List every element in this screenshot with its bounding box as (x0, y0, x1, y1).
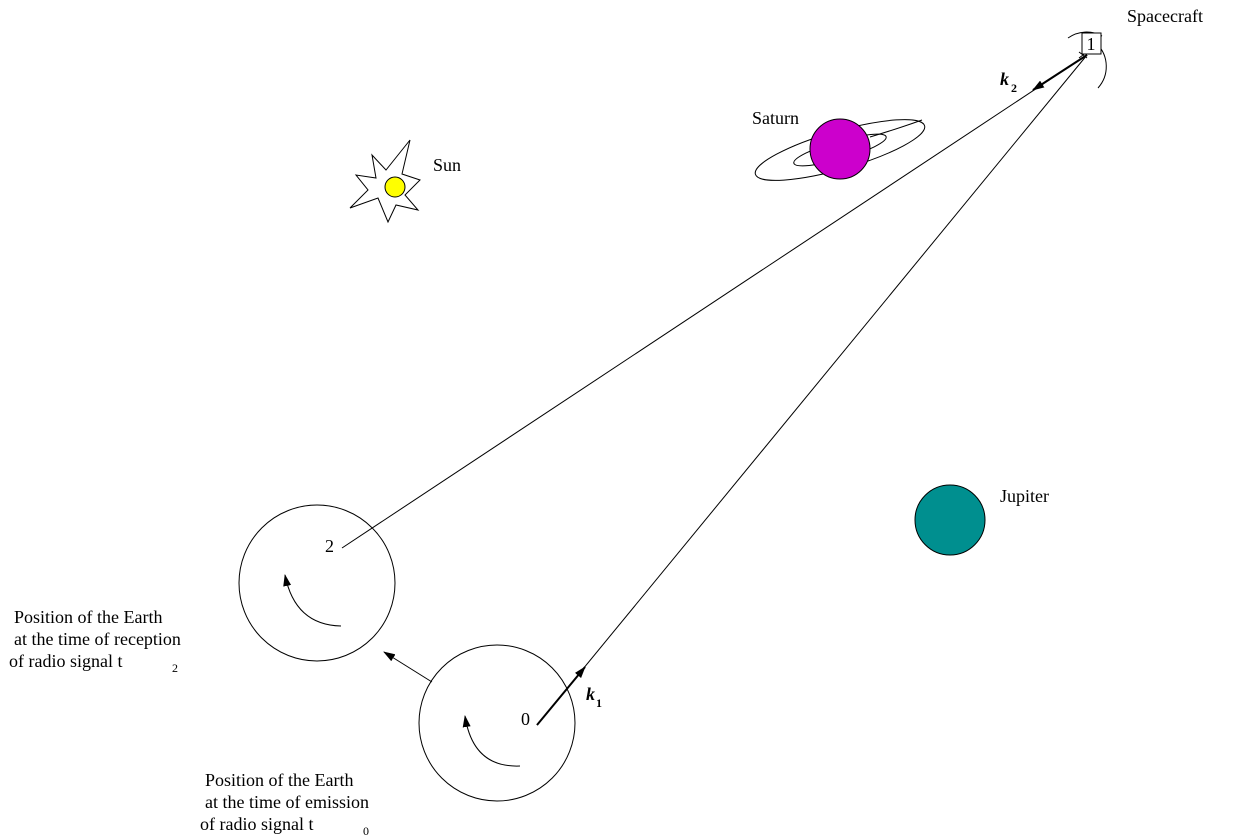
jupiter-label: Jupiter (1000, 486, 1049, 506)
rotation-arrow (465, 716, 520, 766)
earth-marker: 2 (325, 536, 334, 556)
sun-star (350, 140, 420, 222)
sun (385, 177, 405, 197)
k1-symbol: k (586, 684, 595, 704)
earth-orbit-position (419, 645, 575, 801)
sun-label: Sun (433, 155, 461, 175)
rotation-arrow (285, 575, 341, 626)
k2-arrow (1033, 55, 1087, 90)
caption-subscript: 0 (363, 824, 369, 838)
caption-line: of radio signal t (9, 651, 122, 671)
signal-path-return (342, 55, 1087, 548)
caption-subscript: 2 (172, 661, 178, 675)
caption-line: of radio signal t (200, 814, 313, 834)
saturn-label: Saturn (752, 108, 799, 128)
k1-subscript: 1 (596, 696, 602, 710)
saturn (810, 119, 870, 179)
earth-marker: 0 (521, 709, 530, 729)
saturn-ring-front (870, 120, 922, 137)
k2-subscript: 2 (1011, 81, 1017, 95)
caption-line: Position of the Earth (14, 607, 162, 627)
spacecraft-marker: 1 (1087, 34, 1096, 54)
caption-line: at the time of reception (14, 629, 181, 649)
jupiter (915, 485, 985, 555)
caption-line: at the time of emission (205, 792, 369, 812)
orbit-arrow (384, 652, 432, 682)
caption-line: Position of the Earth (205, 770, 353, 790)
k1-arrow (537, 667, 585, 725)
diagram: 1 Spacecraft k 2 Saturn Sun Jupiter 2 0 … (0, 0, 1233, 840)
k2-symbol: k (1000, 69, 1009, 89)
spacecraft-label: Spacecraft (1127, 6, 1203, 26)
